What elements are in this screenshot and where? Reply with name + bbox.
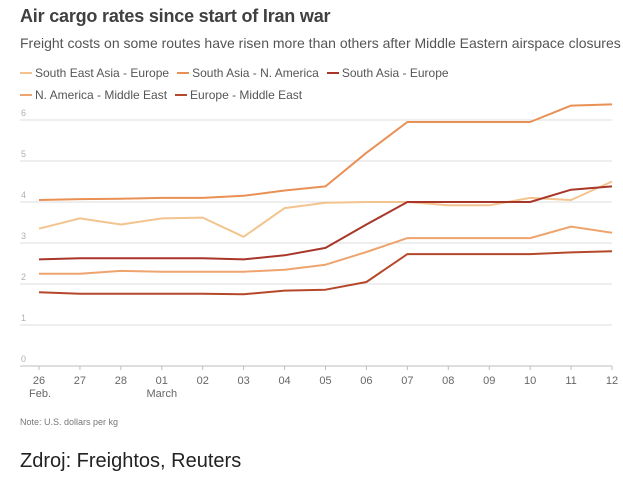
series-line [38, 103, 613, 201]
chart-title: Air cargo rates since start of Iran war [20, 6, 331, 26]
series-lines [38, 103, 613, 296]
series-line [39, 225, 613, 275]
x-tick-label: 03 [238, 375, 250, 387]
series-line [38, 180, 613, 238]
x-tick-label: 09 [483, 375, 495, 387]
x-tick-label: 27 [74, 375, 86, 387]
legend-item: South East Asia - Europe [20, 62, 169, 84]
series-line [38, 185, 613, 261]
x-tick-label: 02 [197, 375, 209, 387]
legend-swatch [20, 71, 32, 74]
x-tick-label: 06 [360, 375, 372, 387]
legend-item: Europe - Middle East [175, 84, 302, 106]
legend-swatch [20, 93, 32, 96]
x-tick-label: 12 [606, 375, 618, 387]
legend-label: South East Asia - Europe [35, 66, 170, 80]
x-tick-sublabel: March [147, 388, 178, 400]
legend-item: N. America - Middle East [20, 84, 167, 106]
x-tick-label: 11 [565, 375, 576, 387]
x-tick-label: 08 [442, 375, 454, 387]
y-tick-label: 5 [21, 149, 26, 159]
source-credit: Zdroj: Freightos, Reuters [20, 450, 242, 472]
legend-swatch [177, 71, 190, 74]
legend-label: South Asia - Europe [341, 66, 449, 80]
series-line [38, 250, 613, 296]
x-tick-label: 01 [156, 375, 168, 387]
y-tick-labels: 0 1 2 3 4 5 6 [21, 108, 26, 364]
legend-item: South Asia - Europe [326, 62, 449, 84]
legend-label: Europe - Middle East [190, 88, 303, 102]
x-tick-label: 07 [401, 375, 413, 387]
x-tick-label: 04 [278, 375, 290, 387]
y-tick-label: 4 [21, 190, 26, 200]
chart-subtitle: Freight costs on some routes have risen … [20, 35, 621, 51]
legend-label: South Asia - N. America [192, 66, 319, 80]
x-tick-label: 05 [319, 375, 331, 387]
legend-item: South Asia - N. America [177, 62, 319, 84]
x-tick-label: 26 [33, 375, 45, 387]
y-tick-label: 6 [21, 108, 26, 118]
x-tick-sublabel: Feb. [29, 388, 51, 400]
y-tick-label: 3 [21, 231, 26, 241]
y-tick-label: 1 [21, 313, 26, 323]
y-tick-label: 0 [21, 354, 26, 364]
y-tick-label: 2 [21, 272, 26, 282]
x-tick-label: 28 [115, 375, 127, 387]
legend-swatch [175, 93, 188, 96]
grid-lines [20, 119, 612, 367]
legend-label: N. America - Middle East [35, 88, 168, 102]
chart-note: Note: U.S. dollars per kg [20, 417, 119, 427]
chart-legend: South East Asia - Europe South Asia - N. … [20, 62, 610, 106]
legend-swatch [326, 71, 339, 74]
x-tick-label: 10 [524, 375, 536, 387]
